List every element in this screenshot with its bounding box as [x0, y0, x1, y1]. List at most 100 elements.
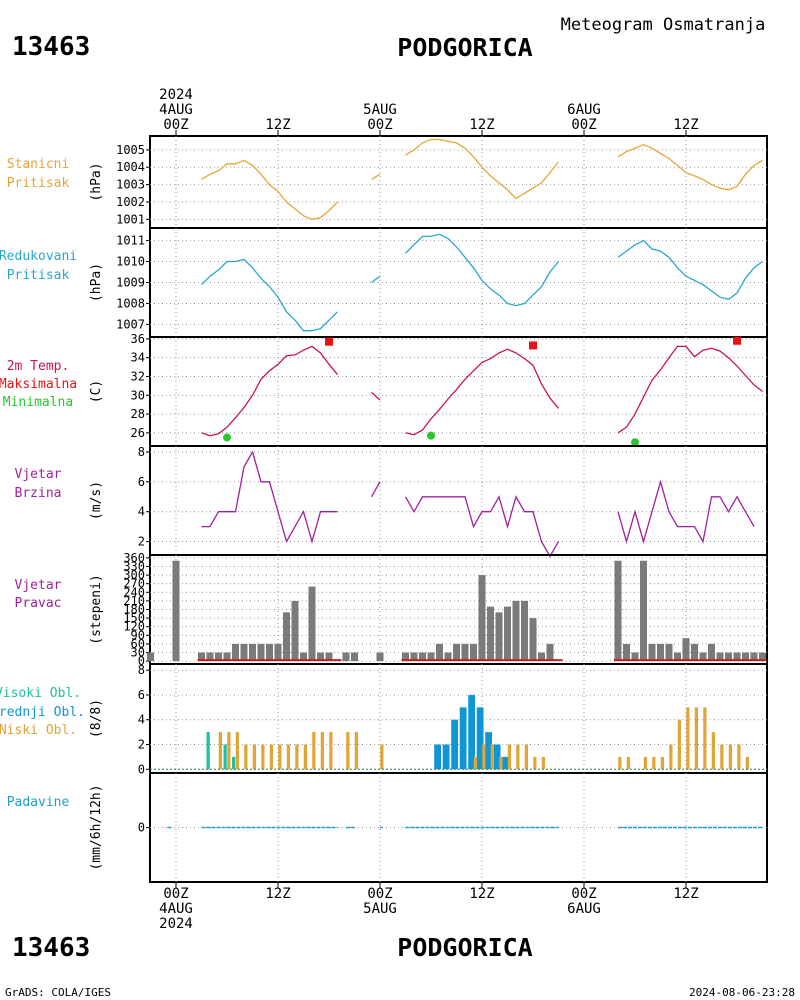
direction-bar — [223, 652, 231, 662]
cloud-bar-cloud_low — [533, 756, 537, 770]
cloud-bar-cloud_low — [660, 756, 664, 770]
panel-label-line: Vjetar — [15, 578, 62, 593]
cloud-bar-cloud_mid — [502, 756, 510, 770]
panel-label-line: Brzina — [15, 486, 62, 501]
cloud-bar-cloud_low — [669, 744, 673, 770]
series-line-pressure — [371, 173, 381, 180]
direction-bar — [674, 652, 681, 662]
panel-temperatura: 26 28 30 32 34 36 (C) 2m Temp. Maksimalna Minimal… — [0, 332, 768, 447]
y-tick-label: 210 — [123, 594, 145, 608]
panel-oblacnost: 0 2 4 6 8 (8/8) Visoki Obl. Srednji Obl. Niski O… — [0, 663, 768, 776]
y-axis-label: (stepeni) — [89, 574, 104, 644]
y-tick-label: 270 — [123, 577, 145, 591]
time-label: 12Z — [673, 117, 698, 133]
y-axis-label: (m/s) — [89, 481, 104, 520]
time-label: 2024 — [159, 916, 193, 932]
y-tick-label: 6 — [138, 475, 145, 489]
time-label: 6AUG — [567, 901, 601, 917]
y-tick-label: 4 — [138, 505, 145, 519]
cloud-bar-cloud_low — [745, 756, 749, 770]
direction-bar — [436, 643, 443, 662]
time-label: 00Z — [367, 886, 392, 902]
time-label: 12Z — [469, 117, 494, 133]
cloud-bar-cloud_low — [235, 732, 239, 770]
tmin-marker — [223, 433, 231, 442]
y-axis-label: (mm/6h/12h) — [89, 784, 104, 870]
cloud-bar-cloud_low — [507, 744, 511, 770]
panel-vjetar-brzina: 2 4 6 8 (m/s) Vjetar Brzina — [15, 445, 768, 558]
direction-bar — [538, 652, 545, 662]
series-line-wind — [370, 481, 381, 498]
cloud-bar-cloud_low — [380, 744, 384, 770]
direction-bar — [750, 652, 758, 662]
y-tick-label: 2 — [138, 738, 145, 752]
footer: 13463 PODGORICA GrADS: COLA/IGES 2024-08… — [5, 933, 795, 999]
series-line-wind — [617, 479, 755, 544]
y-tick-label: 34 — [131, 351, 145, 365]
panel-stanicni-pritisak: 1001 1002 1003 1004 1005 (hPa) Stanicni Pritisa… — [7, 135, 768, 229]
series-line-temp — [405, 348, 560, 436]
panel-label-line: Pravac — [15, 596, 62, 611]
time-label: 00Z — [163, 886, 188, 902]
direction-bar — [325, 652, 333, 662]
cloud-bar-cloud_mid — [434, 744, 442, 770]
series-line-pressure — [405, 138, 560, 200]
direction-bar — [470, 643, 477, 662]
y-tick-label: 8 — [138, 663, 145, 677]
direction-bar — [521, 600, 528, 662]
series-line-temp — [371, 391, 381, 401]
panel-label-line: Niski Obl. — [0, 723, 77, 738]
cloud-bar-cloud_mid — [451, 719, 459, 770]
direction-bar — [419, 652, 426, 662]
panel-label-line: Pritisak — [7, 268, 70, 283]
y-tick-label: 120 — [123, 620, 145, 634]
time-label: 4AUG — [159, 102, 193, 118]
y-tick-label: 32 — [131, 369, 145, 383]
panel-frame — [149, 663, 768, 774]
tmax-marker — [733, 336, 741, 345]
y-tick-label: 0 — [138, 762, 145, 776]
direction-bar — [614, 560, 622, 662]
time-label: 4AUG — [159, 901, 193, 917]
direction-bar — [504, 606, 511, 662]
header: 13463 PODGORICA Meteogram Osmatranja — [12, 15, 765, 62]
footer-station-name: PODGORICA — [397, 933, 532, 962]
time-label: 00Z — [571, 886, 596, 902]
direction-bar — [657, 643, 664, 662]
y-tick-label: 180 — [123, 603, 145, 617]
direction-bar — [631, 652, 639, 662]
direction-bar — [317, 652, 324, 662]
series-line-temp — [617, 345, 763, 434]
y-tick-label: 1010 — [116, 255, 145, 269]
cloud-bar-cloud_low — [320, 732, 324, 770]
grads-credit: GrADS: COLA/IGES — [5, 986, 111, 999]
cloud-bar-cloud_low — [482, 744, 486, 770]
cloud-bar-cloud_low — [626, 756, 630, 770]
time-label: 6AUG — [567, 102, 601, 118]
time-label: 00Z — [571, 117, 596, 133]
panel-label-line: Padavine — [7, 795, 70, 810]
direction-bar — [249, 643, 256, 662]
direction-bar — [410, 652, 418, 662]
panel-label-line: Minimalna — [3, 395, 73, 410]
y-tick-label: 28 — [131, 407, 145, 421]
series-line-pressure — [201, 159, 338, 220]
direction-bar — [342, 652, 350, 662]
y-tick-label: 30 — [131, 388, 145, 402]
direction-bar — [665, 643, 673, 662]
series-line-temp — [201, 345, 339, 437]
series-line-wind — [201, 450, 338, 544]
y-tick-label: 240 — [123, 585, 145, 599]
cloud-bar-cloud_mid — [476, 707, 484, 770]
cloud-bar-cloud_low — [312, 732, 316, 770]
direction-bar — [206, 652, 214, 662]
y-tick-label: 8 — [138, 445, 145, 459]
y-axis-label: (hPa) — [89, 263, 104, 302]
cloud-bar-cloud_low — [499, 756, 503, 770]
direction-bar — [266, 643, 273, 662]
direction-bar — [478, 575, 486, 662]
panel-padavine: 0 (mm/6h/12h) Padavine — [7, 772, 768, 883]
y-tick-label: 300 — [123, 568, 145, 582]
